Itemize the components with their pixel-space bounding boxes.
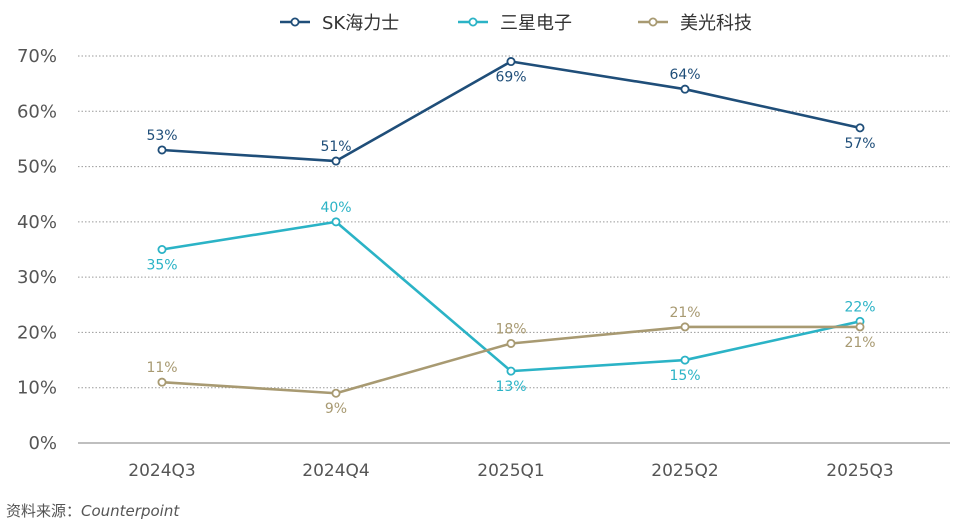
x-axis: 2024Q3 2024Q4 2025Q1 2025Q2 2025Q3 — [128, 461, 893, 481]
data-point — [855, 322, 865, 332]
x-tick-label: 2025Q3 — [826, 461, 893, 481]
data-point — [506, 57, 516, 67]
legend-item-1: SK海力士 — [280, 13, 399, 34]
legend-label: 三星电子 — [500, 13, 572, 34]
y-tick-label: 20% — [17, 322, 57, 343]
data-label: 15% — [669, 368, 700, 384]
y-tick-label: 0% — [28, 433, 57, 454]
y-axis: 0% 10% 20% 30% 40% 50% 60% 70% — [17, 46, 57, 454]
y-tick-label: 40% — [17, 212, 57, 233]
y-tick-label: 50% — [17, 157, 57, 178]
data-point — [855, 123, 865, 133]
series-line — [161, 220, 861, 373]
legend-item-2: 三星电子 — [458, 13, 572, 34]
legend-label: SK海力士 — [322, 13, 399, 34]
data-point — [680, 355, 690, 365]
data-label: 57% — [844, 136, 875, 152]
data-label: 53% — [146, 128, 177, 144]
data-label: 11% — [146, 360, 177, 376]
y-tick-label: 60% — [17, 101, 57, 122]
data-label: 9% — [325, 401, 347, 417]
x-tick-label: 2024Q3 — [128, 461, 195, 481]
data-point — [506, 366, 516, 376]
data-point — [331, 217, 341, 227]
data-label: 64% — [669, 67, 700, 83]
data-label: 51% — [320, 139, 351, 155]
data-label: 22% — [844, 299, 875, 315]
source-name: Counterpoint — [81, 502, 180, 520]
legend-marker — [648, 17, 658, 27]
data-label: 13% — [495, 379, 526, 395]
y-tick-label: 10% — [17, 378, 57, 399]
y-tick-label: 30% — [17, 267, 57, 288]
series-3: 11% 9% 18% 21% 21% — [146, 305, 875, 417]
data-point — [157, 145, 167, 155]
data-point — [331, 388, 341, 398]
data-label: 69% — [495, 70, 526, 86]
data-point — [157, 377, 167, 387]
data-label: 40% — [320, 200, 351, 216]
series-2: 35% 40% 13% 15% 22% — [146, 200, 875, 395]
data-point — [506, 338, 516, 348]
legend: SK海力士 三星电子 美光科技 — [280, 13, 752, 34]
data-point — [680, 84, 690, 94]
x-tick-label: 2025Q1 — [477, 461, 544, 481]
data-point — [331, 156, 341, 166]
data-point — [157, 244, 167, 254]
x-tick-label: 2025Q2 — [651, 461, 718, 481]
legend-marker — [290, 17, 300, 27]
y-tick-label: 70% — [17, 46, 57, 67]
grid-lines — [78, 55, 950, 444]
legend-marker — [468, 17, 478, 27]
source-note: 资料来源：Counterpoint — [6, 500, 179, 521]
legend-label: 美光科技 — [680, 13, 752, 34]
legend-item-3: 美光科技 — [638, 13, 752, 34]
data-label: 21% — [669, 305, 700, 321]
data-label: 35% — [146, 258, 177, 274]
data-label: 21% — [844, 335, 875, 351]
x-tick-label: 2024Q4 — [302, 461, 369, 481]
series-group: 53% 51% 69% 64% 57% 35% 40% 13% 15% 22% 11% 9% 18% 21… — [146, 57, 876, 417]
data-point — [680, 322, 690, 332]
series-1: 53% 51% 69% 64% 57% — [146, 57, 876, 166]
source-prefix: 资料来源： — [6, 502, 82, 520]
data-label: 18% — [495, 321, 526, 337]
